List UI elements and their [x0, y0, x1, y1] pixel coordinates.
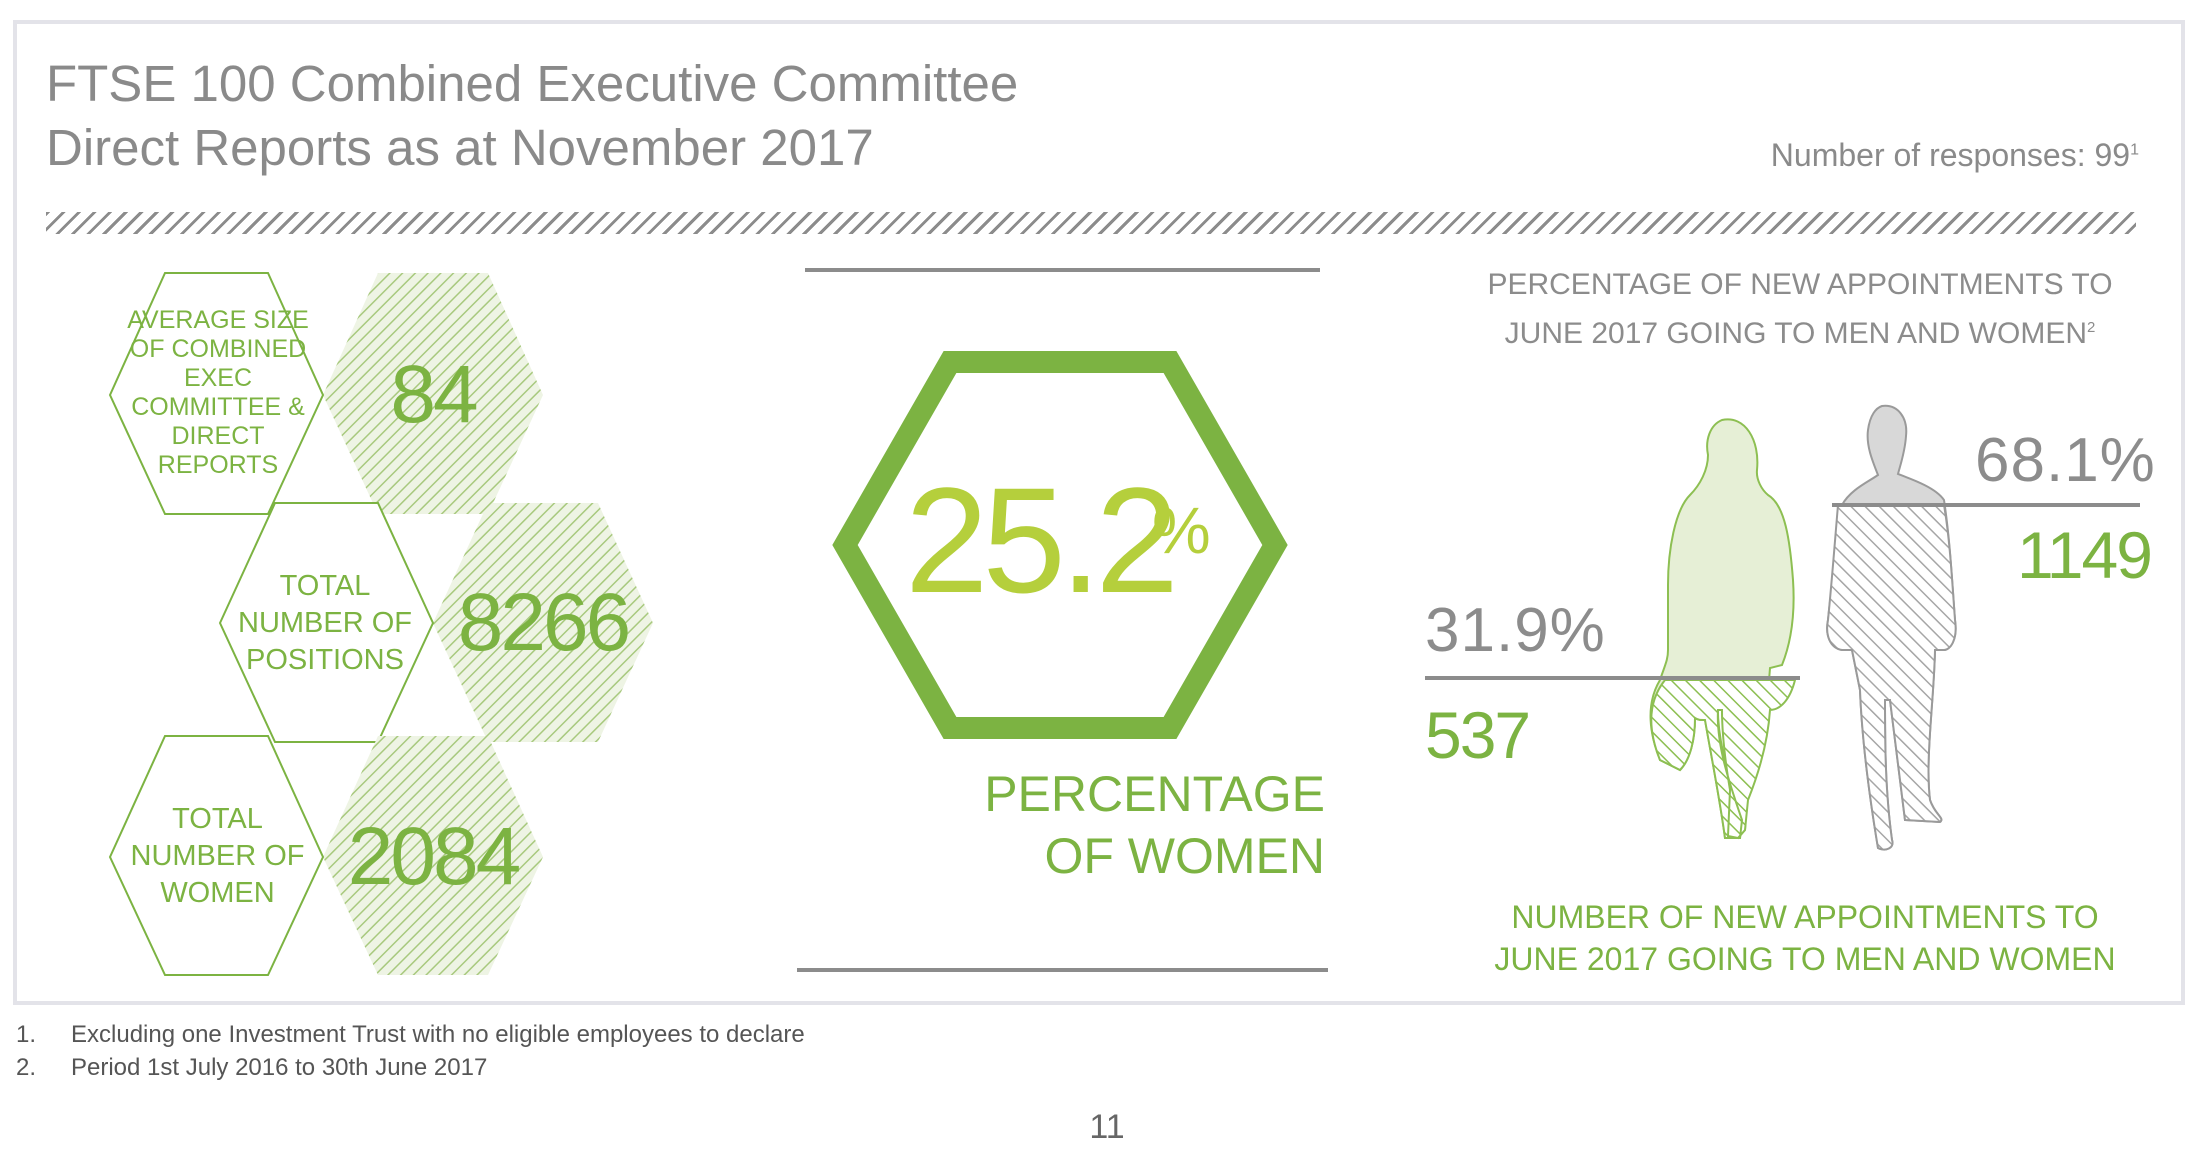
appointments-count-title-line-1: NUMBER OF NEW APPOINTMENTS TO [1511, 899, 2099, 935]
title-line-2: Direct Reports as at November 2017 [46, 119, 874, 176]
stat-1-label: AVERAGE SIZE OF COMBINED EXEC COMMITTEE … [127, 306, 309, 479]
men-percentage: 68.1% [1975, 426, 2156, 495]
man-silhouette-icon [1826, 404, 1957, 851]
appointments-count-title-line-2: JUNE 2017 GOING TO MEN AND WOMEN [1494, 941, 2116, 977]
men-count: 1149 [2017, 518, 2153, 592]
stat-1-value: 84 [390, 349, 478, 440]
stat-1-hatched-hexagon [323, 273, 543, 514]
stat-3-label: TOTAL NUMBER OF WOMEN [130, 803, 305, 909]
appointments-count-title: NUMBER OF NEW APPOINTMENTS TO JUNE 2017 … [1470, 896, 2140, 980]
page-number: 11 [1089, 1108, 1125, 1146]
women-percentage-unit: % [1152, 493, 1211, 567]
women-appointments-count: 537 [1425, 698, 1531, 772]
stat-2-hatched-hexagon [433, 503, 653, 742]
appointments-title-line-2: JUNE 2017 GOING TO MEN AND WOMEN [1504, 317, 2087, 350]
stat-3-outline-hexagon [108, 735, 325, 976]
footnotes: 1. Excluding one Investment Trust with n… [16, 1018, 805, 1084]
title-line-1: FTSE 100 Combined Executive Committee [46, 55, 1019, 112]
responses-footnote-ref: 1 [2130, 141, 2139, 159]
stat-3-value: 2084 [347, 811, 521, 902]
appointments-title-line-1: PERCENTAGE OF NEW APPOINTMENTS TO [1487, 268, 2113, 301]
content-frame [13, 20, 2185, 1005]
appointments-title: PERCENTAGE OF NEW APPOINTMENTS TO JUNE 2… [1470, 263, 2130, 355]
footnote-2-text: Period 1st July 2016 to 30th June 2017 [71, 1054, 488, 1081]
women-appointments-percentage: 31.9% [1425, 596, 1606, 665]
stat-2-outline-hexagon [218, 502, 435, 743]
stat-2-value: 8266 [457, 577, 631, 668]
page-title: FTSE 100 Combined Executive Committee Di… [46, 52, 1018, 180]
footnote-1: 1. Excluding one Investment Trust with n… [16, 1018, 805, 1051]
footnote-1-number: 1. [16, 1021, 37, 1048]
responses-count: Number of responses: 991 [1771, 137, 2139, 174]
woman-silhouette-icon [1649, 418, 1797, 840]
responses-label: Number of responses: 99 [1770, 137, 2131, 173]
women-percentage-label-line-2: OF WOMEN [1044, 828, 1325, 884]
women-percentage-label: PERCENTAGE OF WOMEN [960, 763, 1325, 887]
footnote-1-text: Excluding one Investment Trust with no e… [71, 1021, 805, 1048]
appointments-footnote-ref: 2 [2087, 319, 2096, 336]
women-percentage-value: 25.2 [905, 456, 1179, 624]
stat-2-label: TOTAL NUMBER OF POSITIONS [238, 570, 412, 676]
stat-1-outline-hexagon [108, 272, 325, 515]
footnote-2: 2. Period 1st July 2016 to 30th June 201… [16, 1051, 805, 1084]
footnote-2-number: 2. [16, 1054, 37, 1081]
hatched-divider [46, 212, 2136, 234]
women-percentage-label-line-1: PERCENTAGE [984, 766, 1325, 822]
stat-3-hatched-hexagon [323, 736, 543, 975]
center-hexagon [832, 351, 1288, 739]
